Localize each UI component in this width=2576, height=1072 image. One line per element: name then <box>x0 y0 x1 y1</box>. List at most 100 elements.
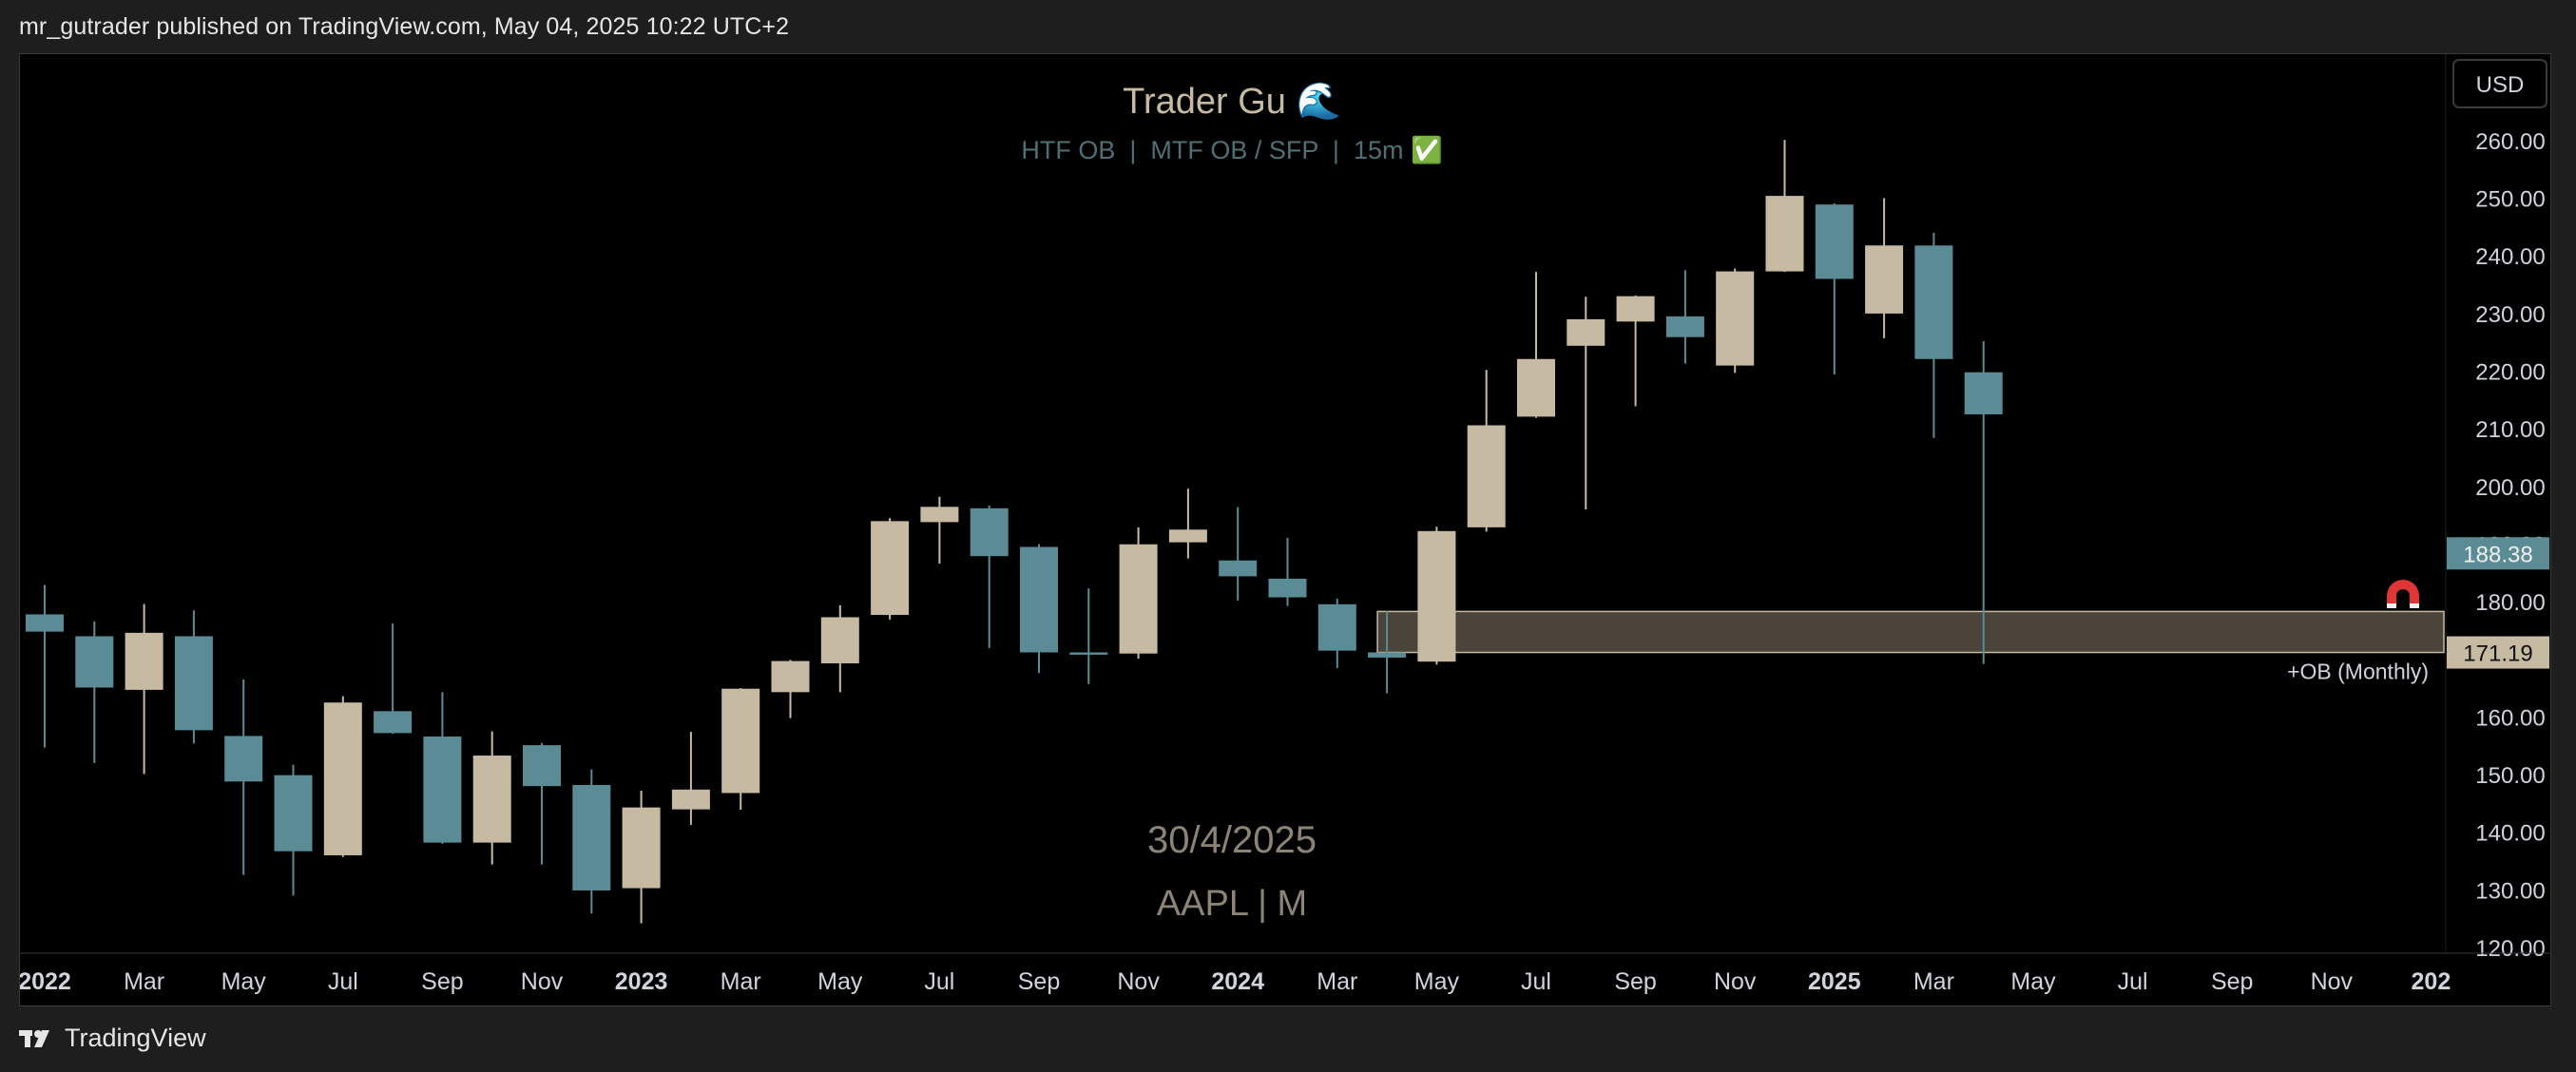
candle[interactable] <box>1815 203 1854 375</box>
candle[interactable] <box>1964 340 2003 664</box>
candle[interactable] <box>1467 370 1506 532</box>
candle[interactable] <box>871 518 910 620</box>
price-label-box <box>2447 537 2549 570</box>
candle[interactable] <box>523 742 561 865</box>
candle-body <box>771 660 810 693</box>
candle[interactable] <box>572 769 611 914</box>
candle[interactable] <box>1119 526 1158 660</box>
candle[interactable] <box>622 791 661 924</box>
candle[interactable] <box>1865 198 1904 338</box>
magnet-icon[interactable] <box>2387 580 2419 608</box>
watermark-symbol: AAPL | M <box>1157 884 1307 924</box>
candle-body <box>274 775 313 852</box>
candle[interactable] <box>224 679 263 875</box>
candle[interactable] <box>970 505 1009 648</box>
candle-body <box>671 789 710 810</box>
order-block-zone[interactable] <box>1376 610 2445 654</box>
order-block-label: +OB (Monthly) <box>2287 660 2429 684</box>
footer: TradingView <box>0 1006 2576 1072</box>
candle[interactable] <box>920 496 959 565</box>
candle-body <box>26 614 64 632</box>
candle-body <box>1665 316 1704 337</box>
x-tick-label: Sep <box>1614 968 1656 995</box>
candle[interactable] <box>1368 610 1407 694</box>
candle[interactable] <box>75 621 114 763</box>
candle-body <box>323 702 362 855</box>
candle[interactable] <box>26 584 64 748</box>
candle[interactable] <box>423 692 462 844</box>
candle[interactable] <box>1417 526 1456 665</box>
candle[interactable] <box>1616 296 1655 407</box>
candle[interactable] <box>1268 538 1307 606</box>
y-tick-label: 140.00 <box>2475 821 2545 847</box>
x-tick-label: May <box>221 968 267 995</box>
tradingview-brand: TradingView <box>65 1024 206 1052</box>
x-tick-label: Nov <box>1117 968 1160 995</box>
chart-subtitle: HTF OB | MTF OB / SFP | 15m ✅ <box>1021 135 1442 164</box>
candle-body <box>1815 204 1854 279</box>
x-tick-label: 2025 <box>1808 968 1861 995</box>
chart-svg[interactable]: +OB (Monthly) Trader Gu 🌊 HTF OB | MTF O… <box>20 54 2550 1005</box>
candle[interactable] <box>820 605 859 693</box>
x-tick-label: May <box>2010 968 2056 995</box>
candle[interactable] <box>1665 270 1704 364</box>
candle-body <box>920 507 959 523</box>
tradingview-logo[interactable]: TradingView <box>19 1024 206 1053</box>
candle[interactable] <box>1517 272 1555 418</box>
candle-body <box>1168 529 1207 543</box>
candle-body <box>622 807 661 889</box>
candle[interactable] <box>274 764 313 896</box>
candle-body <box>1268 578 1307 598</box>
candle[interactable] <box>1317 599 1356 668</box>
y-tick-label: 200.00 <box>2475 475 2545 501</box>
candle-body <box>1069 652 1108 655</box>
y-tick-label: 260.00 <box>2475 129 2545 155</box>
x-tick-label: Mar <box>124 968 164 995</box>
x-tick-label: Mar <box>1317 968 1357 995</box>
x-tick-label: Jul <box>2118 968 2148 995</box>
y-tick-label: 210.00 <box>2475 417 2545 443</box>
candle[interactable] <box>1716 268 1755 373</box>
candle[interactable] <box>771 660 810 718</box>
candle[interactable] <box>671 732 710 825</box>
candle-body <box>523 745 561 787</box>
y-tick-label: 220.00 <box>2475 360 2545 386</box>
candle-body <box>374 711 413 734</box>
candle-body <box>174 636 213 731</box>
x-tick-label: Jul <box>1521 968 1551 995</box>
price-label: 188.38 <box>2463 542 2532 567</box>
candle-body <box>1417 530 1456 662</box>
candle[interactable] <box>1069 588 1108 684</box>
candle[interactable] <box>174 610 213 744</box>
candle-body <box>1765 196 1804 272</box>
x-tick-label: 2023 <box>615 968 668 995</box>
candle[interactable] <box>721 688 760 811</box>
y-tick-label: 180.00 <box>2475 590 2545 616</box>
x-tick-label: Sep <box>421 968 463 995</box>
tradingview-logo-icon <box>19 1029 49 1047</box>
candle-body <box>1119 544 1158 654</box>
candle-body <box>970 507 1009 557</box>
x-tick-label: 202 <box>2412 968 2451 995</box>
x-tick-label: Nov <box>1714 968 1757 995</box>
candle[interactable] <box>1219 507 1258 601</box>
y-tick-label: 240.00 <box>2475 244 2545 270</box>
candle[interactable] <box>1020 544 1058 674</box>
x-tick-label: 2024 <box>1211 968 1264 995</box>
y-tick-label: 160.00 <box>2475 705 2545 731</box>
candle[interactable] <box>1914 232 1953 438</box>
x-tick-label: Nov <box>521 968 564 995</box>
price-label-box <box>2447 636 2549 669</box>
candle[interactable] <box>323 696 362 857</box>
candle[interactable] <box>1765 140 1804 273</box>
candle[interactable] <box>1168 488 1207 559</box>
candle[interactable] <box>472 731 511 865</box>
chart-panel[interactable]: +OB (Monthly) Trader Gu 🌊 HTF OB | MTF O… <box>19 53 2551 1006</box>
candle-body <box>1219 560 1258 577</box>
candle[interactable] <box>374 623 413 734</box>
candle-body <box>1567 318 1605 346</box>
candle[interactable] <box>125 603 163 775</box>
currency-button[interactable]: USD <box>2452 59 2547 108</box>
candle-body <box>572 784 611 890</box>
candle[interactable] <box>1567 297 1605 510</box>
